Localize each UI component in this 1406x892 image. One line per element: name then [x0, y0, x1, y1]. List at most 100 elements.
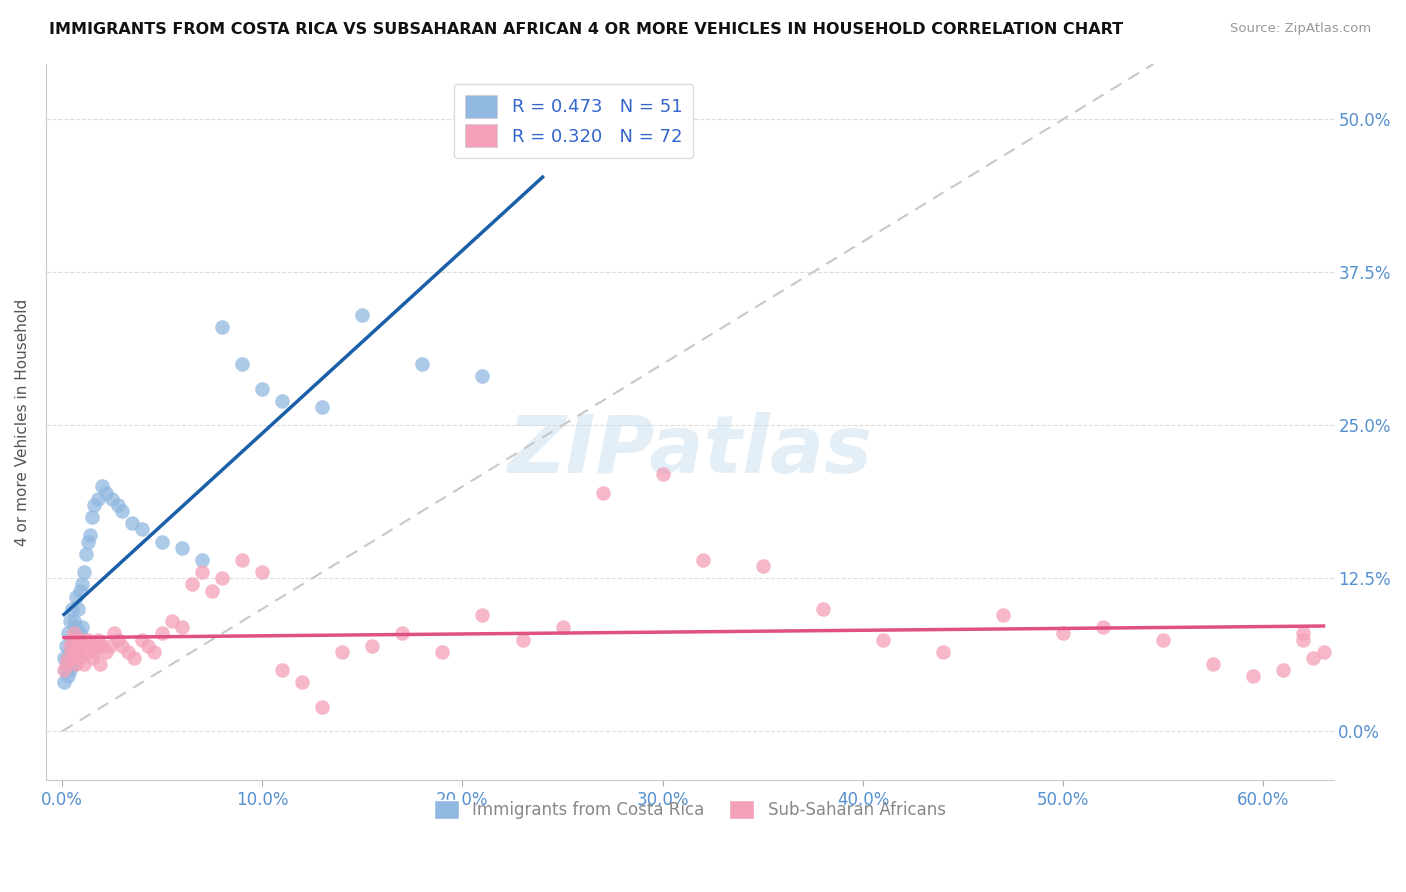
Point [352, 308, 374, 322]
Point [87, 632, 110, 647]
Point [65, 620, 87, 634]
Point [330, 645, 353, 659]
Point [1202, 657, 1225, 671]
Point [211, 320, 233, 334]
Point [752, 559, 775, 574]
Point [89, 657, 111, 671]
Point [131, 632, 153, 647]
Point [98, 639, 121, 653]
Point [77, 534, 100, 549]
Point [311, 699, 333, 714]
Point [531, 112, 554, 127]
Point [53, 651, 76, 665]
Point [107, 498, 129, 512]
Point [56, 651, 79, 665]
Point [91, 479, 114, 493]
Point [60, 602, 83, 616]
Point [59, 645, 82, 659]
Point [77, 632, 100, 647]
Point [83, 498, 105, 512]
Point [271, 663, 294, 677]
Point [136, 639, 159, 653]
Point [101, 491, 124, 506]
Point [60, 657, 83, 671]
Point [160, 614, 183, 628]
Point [63, 657, 86, 671]
Point [70, 632, 93, 647]
Point [59, 614, 82, 628]
Point [69, 651, 91, 665]
Point [121, 516, 143, 531]
Point [122, 651, 145, 665]
Point [79, 528, 101, 542]
Point [1272, 663, 1295, 677]
Point [150, 626, 173, 640]
Point [70, 620, 93, 634]
Text: Source: ZipAtlas.com: Source: ZipAtlas.com [1230, 22, 1371, 36]
Point [53, 663, 76, 677]
Point [55, 639, 77, 653]
Point [191, 565, 214, 579]
Point [60, 645, 83, 659]
Point [361, 639, 384, 653]
Point [1152, 632, 1174, 647]
Point [66, 602, 89, 616]
Point [551, 620, 574, 634]
Point [252, 565, 274, 579]
Point [79, 639, 101, 653]
Y-axis label: 4 or more Vehicles in Household: 4 or more Vehicles in Household [15, 299, 30, 546]
Point [70, 577, 93, 591]
Point [73, 565, 96, 579]
Point [471, 607, 494, 622]
Point [291, 675, 314, 690]
Point [69, 583, 91, 598]
Text: IMMIGRANTS FROM COSTA RICA VS SUBSAHARAN AFRICAN 4 OR MORE VEHICLES IN HOUSEHOLD: IMMIGRANTS FROM COSTA RICA VS SUBSAHARAN… [49, 22, 1123, 37]
Point [80, 651, 103, 665]
Point [181, 577, 204, 591]
Point [59, 639, 82, 653]
Point [111, 504, 134, 518]
Point [271, 393, 294, 408]
Point [63, 651, 86, 665]
Point [56, 651, 79, 665]
Point [592, 485, 614, 500]
Point [73, 657, 96, 671]
Point [66, 645, 89, 659]
Point [91, 639, 114, 653]
Point [391, 626, 413, 640]
Point [65, 639, 87, 653]
Point [55, 663, 77, 677]
Point [143, 645, 166, 659]
Point [172, 620, 194, 634]
Point [811, 602, 834, 616]
Point [411, 357, 433, 371]
Point [201, 583, 224, 598]
Text: ZIPatlas: ZIPatlas [508, 412, 872, 490]
Point [1292, 626, 1315, 640]
Point [991, 607, 1014, 622]
Point [150, 534, 173, 549]
Point [692, 553, 714, 567]
Point [59, 663, 82, 677]
Point [1292, 632, 1315, 647]
Point [231, 357, 253, 371]
Point [231, 553, 253, 567]
Point [252, 382, 274, 396]
Point [872, 632, 894, 647]
Point [63, 639, 86, 653]
Point [131, 522, 153, 536]
Point [56, 669, 79, 683]
Point [87, 491, 110, 506]
Point [471, 369, 494, 384]
Point [63, 626, 86, 640]
Point [107, 632, 129, 647]
Point [75, 547, 97, 561]
Point [55, 657, 77, 671]
Point [191, 553, 214, 567]
Point [69, 626, 91, 640]
Point [65, 590, 87, 604]
Point [311, 400, 333, 414]
Point [53, 675, 76, 690]
Point [1312, 645, 1334, 659]
Point [512, 632, 534, 647]
